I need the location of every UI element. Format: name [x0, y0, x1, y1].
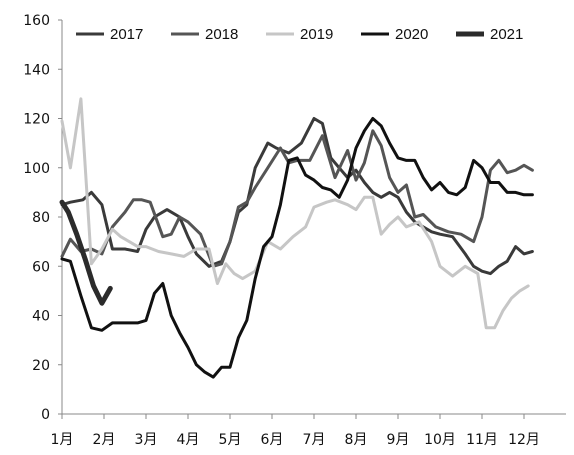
chart-axes: 0 20 40 60 80 100 120 140 160 1月 2月 3月 4月 5月 6月 7月 8月 9月 1… [23, 13, 566, 448]
legend-label-2020: 2020 [395, 26, 428, 43]
legend-label-2017: 2017 [110, 26, 143, 43]
x-tick-label: 8月 [345, 432, 368, 448]
x-tick-label: 2月 [93, 432, 116, 448]
y-tick-label: 100 [23, 161, 50, 177]
y-tick-label: 80 [32, 210, 50, 226]
x-tick-label: 4月 [177, 432, 200, 448]
x-tick-label: 10月 [424, 432, 456, 448]
y-tick-label: 120 [23, 112, 50, 128]
x-tick-label: 12月 [508, 432, 540, 448]
y-tick-label: 20 [32, 358, 50, 374]
series-line-2019 [60, 97, 530, 330]
y-tick-label: 160 [23, 13, 50, 29]
y-tick-label: 0 [41, 407, 50, 423]
x-tick-label: 1月 [51, 432, 74, 448]
y-tick-label: 60 [32, 259, 50, 275]
y-tick-label: 140 [23, 62, 50, 78]
series-line-2020 [60, 117, 534, 379]
series-line-2018 [60, 129, 534, 268]
x-tick-label: 6月 [261, 432, 284, 448]
y-tick-label: 40 [32, 309, 50, 325]
x-tick-label: 3月 [135, 432, 158, 448]
legend-label-2018: 2018 [205, 26, 238, 43]
legend-label-2019: 2019 [300, 26, 333, 43]
series-line-2017 [60, 117, 534, 276]
series-lines [59, 97, 534, 379]
chart-legend: 2017 2018 2019 2020 2021 [76, 26, 523, 43]
legend-label-2021: 2021 [490, 26, 523, 43]
x-tick-label: 7月 [303, 432, 326, 448]
x-tick-label: 11月 [466, 432, 498, 448]
x-tick-label: 5月 [219, 432, 242, 448]
series-line-2021 [59, 199, 113, 306]
x-tick-label: 9月 [387, 432, 410, 448]
